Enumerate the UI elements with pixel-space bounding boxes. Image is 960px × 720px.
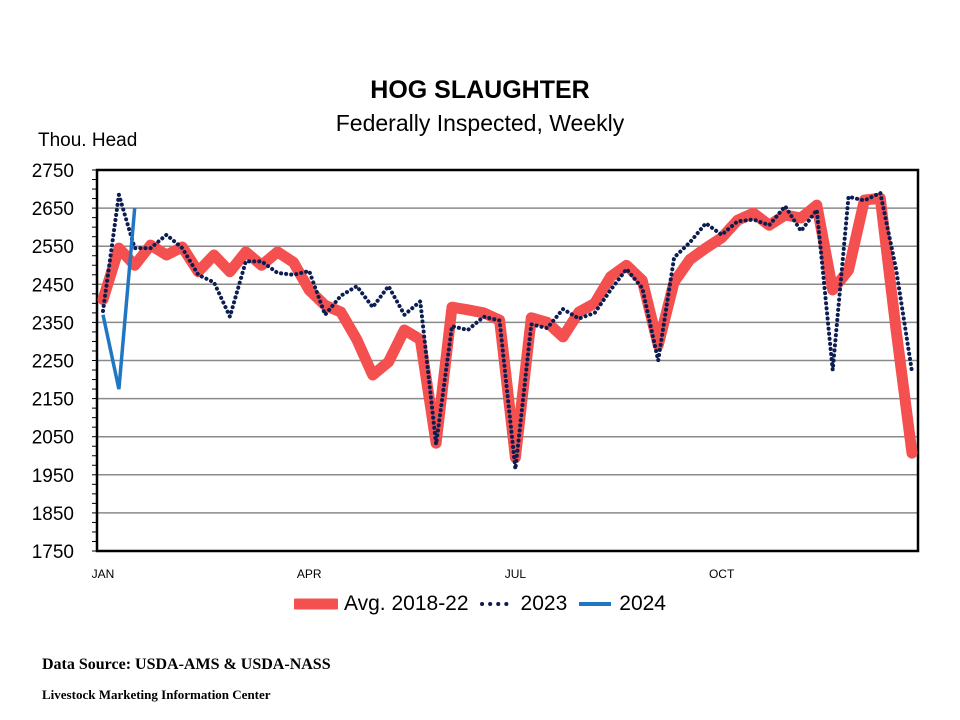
legend: Avg. 2018-22 2023 2024 [0, 592, 960, 616]
legend-item-2023: 2023 [479, 592, 568, 616]
y-tick-label: 1850 [32, 504, 74, 525]
series-line-2024 [101, 207, 137, 390]
legend-item-2024: 2024 [577, 592, 666, 616]
y-tick-label: 1950 [32, 466, 74, 487]
y-axis-label: Thou. Head [38, 130, 138, 151]
credit: Livestock Marketing Information Center [42, 687, 271, 702]
x-tick-label: OCT [709, 567, 735, 581]
legend-swatch-2023 [479, 602, 515, 606]
y-tick-label: 2550 [32, 237, 74, 258]
y-tick-label: 2650 [32, 199, 74, 220]
y-tick-label: 2450 [32, 275, 74, 296]
series-line-2023 [101, 189, 914, 470]
y-tick-label: 2350 [32, 313, 74, 334]
y-tick-label: 2250 [32, 352, 74, 373]
y-tick-label: 1750 [32, 542, 74, 563]
x-tick-label: JUL [505, 567, 527, 581]
legend-item-avg: Avg. 2018-22 [294, 592, 469, 616]
legend-label-2023: 2023 [520, 592, 568, 615]
chart-title: HOG SLAUGHTER [370, 76, 590, 104]
legend-swatch-2024 [579, 602, 612, 606]
series-line-avg-2018-22 [97, 192, 918, 464]
x-tick-label: APR [297, 567, 322, 581]
data-source: Data Source: USDA-AMS & USDA-NASS [42, 656, 331, 673]
chart-subtitle: Federally Inspected, Weekly [335, 110, 625, 136]
legend-label-2024: 2024 [619, 592, 666, 615]
y-tick-label: 2050 [32, 428, 74, 449]
x-tick-label: JAN [92, 567, 115, 581]
legend-swatch-avg [294, 598, 338, 610]
y-tick-label: 2750 [32, 161, 74, 182]
plot-frame [95, 168, 920, 553]
y-tick-label: 2150 [32, 390, 74, 411]
legend-label-avg: Avg. 2018-22 [344, 592, 469, 615]
